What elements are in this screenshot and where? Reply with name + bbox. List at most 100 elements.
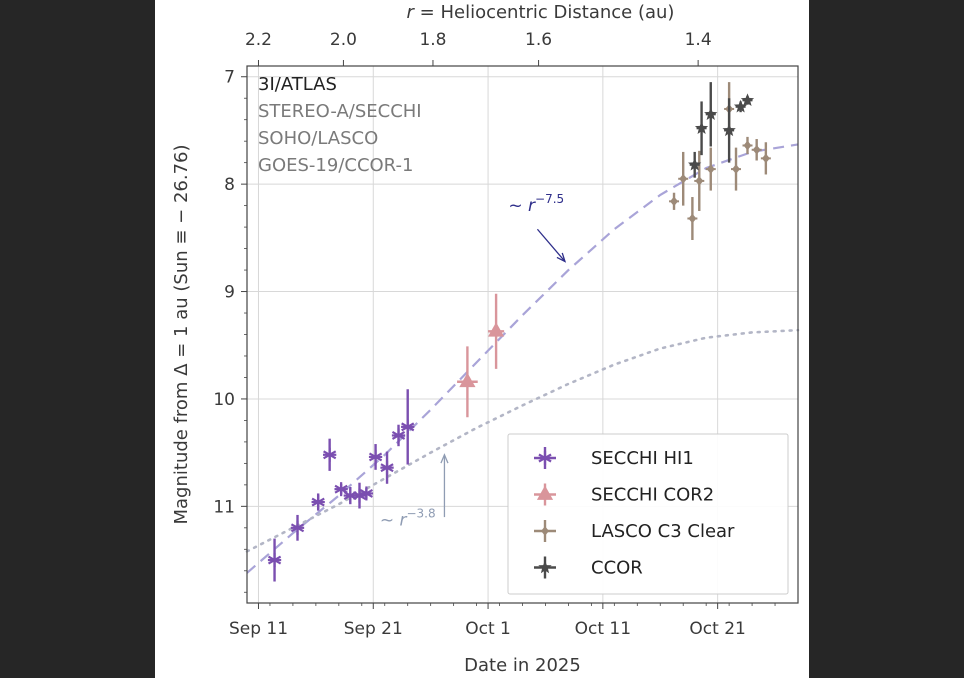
figure-panel: Sep 11 Sep 21 Oct 1 Oct 11 Oct 21 7 8 9 10 11 2.2 2…: [155, 0, 809, 678]
series-secchi-hi1: [267, 389, 415, 582]
marker-star: [694, 121, 709, 134]
top-tick-label: 1.6: [525, 30, 552, 50]
data-point: [704, 82, 718, 147]
marker-asterisk: [323, 447, 337, 462]
y-tick-label: 11: [213, 497, 235, 517]
marker-asterisk: [311, 495, 325, 510]
legend-item: SECCHI COR2: [534, 483, 714, 506]
data-point: [311, 493, 325, 511]
marker-diamond: [752, 144, 761, 155]
marker-star: [704, 107, 718, 120]
y-axis-label: Magnitude from Δ = 1 au (Sun ≡ − 26.76): [171, 144, 192, 524]
marker-star: [722, 123, 736, 137]
marker-diamond: [670, 196, 679, 207]
series-lasco-c3-clear: [669, 82, 771, 240]
fit-curve-dashed: [246, 143, 799, 574]
legend-label: LASCO C3 Clear: [591, 521, 735, 542]
axes: Sep 11 Sep 21 Oct 1 Oct 11 Oct 21 7 8 9 10 11 2.2 2…: [213, 30, 776, 639]
chart-svg: Sep 11 Sep 21 Oct 1 Oct 11 Oct 21 7 8 9 10 11 2.2 2…: [171, 2, 800, 676]
x-axis-label: Date in 2025: [464, 655, 581, 676]
x-tick-label: Oct 1: [465, 619, 511, 639]
legend-item: CCOR: [534, 556, 643, 579]
marker-diamond: [761, 153, 770, 164]
top-axis-label: r = Heliocentric Distance (au): [407, 2, 675, 23]
marker-asterisk: [267, 553, 282, 568]
data-point: [694, 150, 705, 211]
marker-asterisk: [401, 419, 415, 434]
legend-label: CCOR: [591, 558, 643, 579]
y-tick-label: 9: [224, 283, 235, 303]
data-point: [731, 147, 742, 191]
annotation-arrowhead: [556, 252, 567, 263]
fit-annotation: ~ r−7.5: [508, 192, 564, 216]
info-line: 3I/ATLAS: [258, 74, 337, 95]
marker-triangle: [487, 322, 505, 337]
marker-asterisk: [368, 449, 383, 464]
data-points: [267, 82, 771, 582]
marker-diamond: [695, 176, 704, 186]
legend-item: SECCHI HI1: [534, 447, 694, 469]
y-tick-label: 7: [224, 68, 235, 88]
x-tick-label: Sep 11: [229, 619, 288, 639]
data-point: [380, 451, 394, 484]
marker-asterisk: [380, 460, 394, 475]
annotation-arrow: [536, 228, 566, 262]
marker-diamond: [732, 164, 741, 174]
data-point: [323, 438, 337, 471]
data-point: [391, 424, 406, 447]
legend-item: LASCO C3 Clear: [534, 520, 735, 542]
data-point: [359, 486, 374, 501]
data-point: [687, 197, 698, 240]
series-secchi-cor2: [457, 293, 505, 418]
data-point: [705, 147, 716, 191]
marker-star: [740, 93, 755, 106]
data-point: [401, 389, 415, 465]
data-point: [678, 151, 689, 206]
data-point: [742, 136, 753, 155]
info-line: GOES-19/CCOR-1: [258, 155, 413, 176]
fit-curve-dotted: [245, 328, 800, 553]
data-point: [688, 151, 702, 178]
data-point: [487, 293, 505, 369]
info-line: STEREO-A/SECCHI: [258, 101, 422, 122]
data-point: [751, 139, 762, 161]
data-point: [457, 346, 478, 418]
data-point: [722, 98, 736, 163]
marker-asterisk: [359, 486, 374, 501]
fit-annotation: ~ r−3.8: [380, 507, 436, 531]
fit-curves: [245, 143, 800, 574]
data-point: [290, 514, 305, 541]
data-point: [733, 99, 748, 113]
info-line: SOHO/LASCO: [258, 128, 378, 149]
top-tick-label: 1.8: [419, 30, 446, 50]
marker-star: [688, 157, 702, 171]
annotation-arrowhead: [440, 453, 449, 464]
top-tick-label: 2.0: [330, 30, 357, 50]
legend-marker-asterisk: [538, 451, 552, 465]
y-tick-label: 10: [213, 390, 235, 410]
top-tick-label: 1.4: [685, 30, 712, 50]
marker-diamond: [679, 173, 688, 184]
legend-marker-star: [538, 560, 552, 574]
fit-annotations: ~ r−7.5 ~ r−3.8: [380, 192, 567, 531]
data-point: [267, 538, 282, 582]
legend-box: [507, 433, 789, 595]
marker-star: [733, 99, 748, 113]
marker-asterisk: [290, 520, 305, 535]
x-tick-label: Oct 11: [575, 619, 631, 639]
marker-diamond: [688, 213, 697, 224]
data-point: [760, 142, 771, 175]
legend-label: SECCHI COR2: [591, 485, 714, 506]
marker-diamond: [743, 140, 752, 151]
marker-triangle: [459, 372, 476, 388]
marker-asterisk: [391, 428, 406, 443]
legend-marker-diamond: [541, 526, 549, 536]
y-tick-label: 8: [224, 175, 235, 195]
legend-label: SECCHI HI1: [591, 448, 694, 469]
data-point: [694, 101, 709, 156]
data-point: [669, 192, 680, 210]
marker-diamond: [706, 164, 715, 174]
x-tick-label: Sep 21: [344, 619, 403, 639]
object-info-box: 3I/ATLAS STEREO-A/SECCHI SOHO/LASCO GOES-19…: [258, 74, 422, 176]
top-tick-label: 2.2: [245, 30, 272, 50]
